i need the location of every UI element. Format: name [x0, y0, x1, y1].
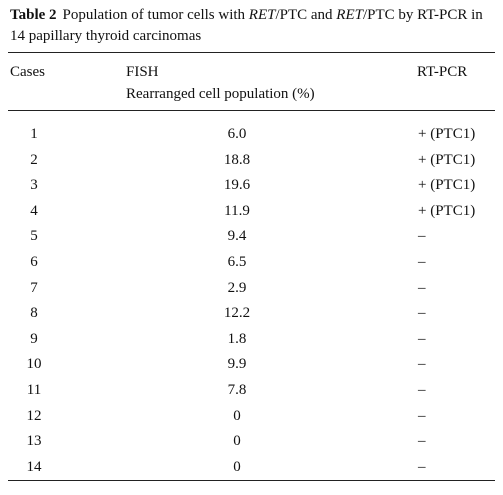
table-cell: – — [418, 356, 426, 373]
table-cell: 5 — [30, 228, 38, 245]
top-rule — [8, 52, 495, 53]
table-cell: 6.0 — [227, 126, 247, 142]
table-cell: 19.6 — [223, 177, 251, 194]
table-cell: 7 — [30, 279, 38, 296]
table-cell: 1 — [30, 126, 38, 142]
table-cell: 2 — [30, 151, 38, 168]
table-cell: 3 — [30, 177, 38, 194]
table-cell: 2.9 — [227, 279, 247, 296]
table-cell: 0 — [233, 458, 241, 475]
table-cell: – — [418, 279, 426, 296]
table-cell: 11.9 — [224, 202, 250, 219]
table-cell: 10 — [26, 356, 42, 373]
table-cell: 6.5 — [227, 254, 247, 270]
table-cell: 13 — [26, 433, 42, 450]
table-cell: 7.8 — [227, 382, 247, 398]
caption-text: RET — [248, 7, 276, 23]
table-cell: 9.4 — [227, 228, 247, 245]
table-cell: 0 — [233, 407, 241, 424]
table-cell: 8 — [30, 305, 38, 322]
header-cell: Cases — [10, 64, 45, 80]
table-cell: + (PTC1) — [418, 202, 476, 219]
header-cell: RT-PCR — [417, 64, 468, 80]
table-cell: 12 — [26, 407, 42, 424]
table-cell: 12.2 — [223, 305, 251, 322]
table-cell: – — [418, 407, 426, 424]
caption-label: Table 2 — [10, 7, 57, 23]
table-cell: – — [418, 330, 426, 347]
table-cell: – — [418, 382, 426, 398]
table-cell: 18.8 — [223, 151, 251, 168]
table-cell: 1.8 — [227, 330, 247, 347]
table-cell: – — [418, 305, 426, 322]
table-cell: – — [418, 228, 426, 245]
header-cell: FISH — [126, 64, 159, 80]
caption: Table 2 Population of tumor cells with RE… — [10, 5, 495, 47]
caption-text: RET — [336, 7, 363, 23]
table-cell: 11 — [26, 382, 42, 398]
table-cell: – — [418, 458, 426, 475]
caption-text: /PTC and — [275, 7, 337, 23]
caption-text: /PTC by RT-PCR in 14 papillary thyroid c… — [10, 7, 483, 44]
header-rule — [8, 110, 495, 111]
header-cell: Rearranged cell population (%) — [126, 86, 315, 102]
table-cell: + (PTC1) — [418, 151, 476, 168]
caption-text: Population of tumor cells with — [62, 7, 249, 23]
table-cell: – — [418, 433, 426, 450]
table-cell: 0 — [233, 433, 241, 450]
table-cell: 6 — [30, 254, 38, 270]
table-cell: 4 — [30, 202, 38, 219]
table-cell: – — [418, 254, 426, 270]
table-cell: + (PTC1) — [418, 126, 476, 142]
table-cell: + (PTC1) — [418, 177, 476, 194]
table-cell: 14 — [26, 458, 42, 475]
table-cell: 9.9 — [227, 356, 247, 373]
table-cell: 9 — [30, 330, 38, 347]
bottom-rule — [8, 480, 495, 481]
